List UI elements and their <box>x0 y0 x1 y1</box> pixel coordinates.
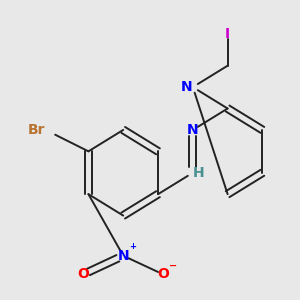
Text: −: − <box>169 261 177 271</box>
Text: O: O <box>158 268 169 281</box>
Text: I: I <box>225 27 230 40</box>
Text: N: N <box>117 249 129 263</box>
Text: H: H <box>193 166 205 180</box>
Text: +: + <box>129 242 136 251</box>
Text: N: N <box>187 123 199 137</box>
Text: Br: Br <box>28 123 46 137</box>
Text: O: O <box>77 268 89 281</box>
Text: N: N <box>181 80 193 94</box>
